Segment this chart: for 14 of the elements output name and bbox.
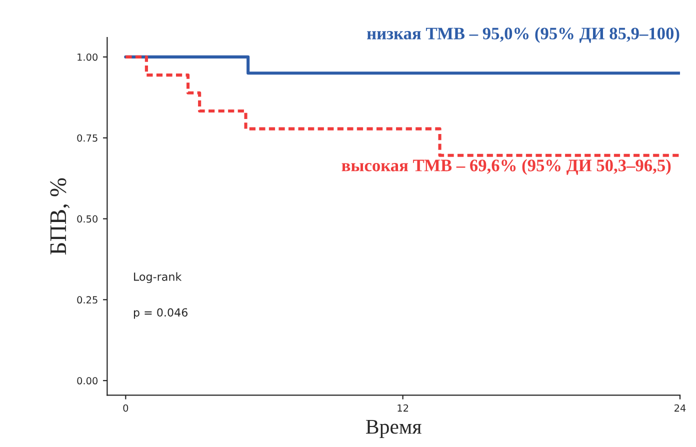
y-tick-label: 0.25: [77, 296, 98, 304]
annotation: p = 0.046: [134, 308, 188, 319]
y-axis-title: БПВ, %: [50, 178, 70, 255]
x-tick-label: 0: [123, 404, 128, 412]
y-tick-label: 1.00: [78, 53, 98, 61]
y-tick-label: 0.75: [77, 134, 98, 142]
x-axis-title: Время: [366, 420, 422, 438]
x-tick-label: 24: [674, 404, 686, 412]
y-tick-label: 0.00: [77, 377, 98, 384]
x-tick-label: 12: [398, 404, 408, 412]
y-tick-label: 0.50: [77, 215, 98, 223]
series-label: высокая ТМВ – 69,6% (95% ДИ 50,3–96,5): [342, 159, 671, 175]
series-label: низкая ТМВ – 95,0% (95% ДИ 85,9–100): [367, 27, 680, 43]
annotation: Log-rank: [134, 272, 182, 284]
